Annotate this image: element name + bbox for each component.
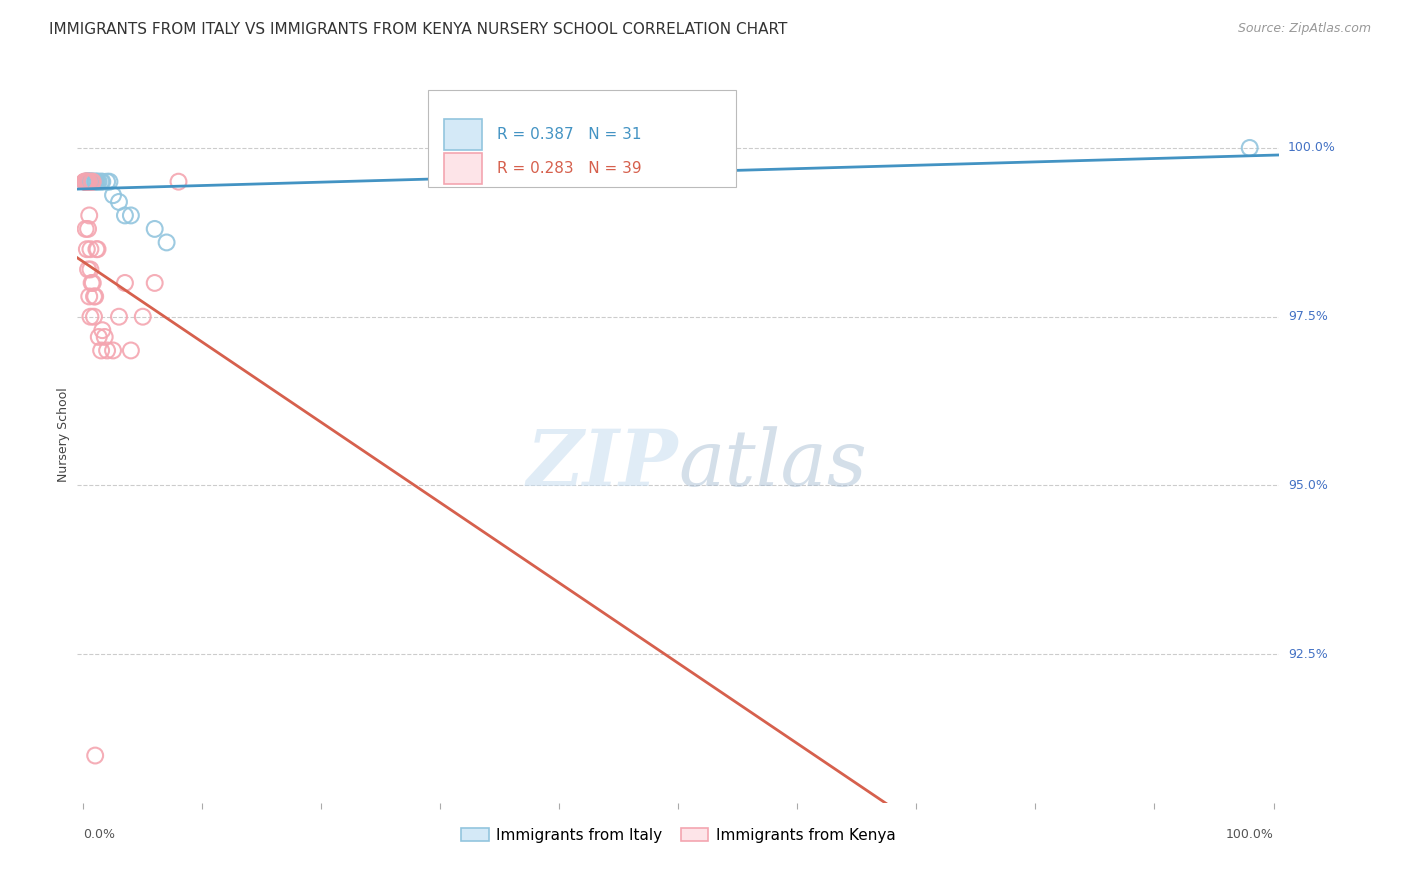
Point: [73, 175, 96, 189]
Point: [76, 175, 98, 189]
Point: [77, 175, 100, 189]
Point: [80, 175, 103, 189]
Point: [77, 175, 100, 189]
Point: [91, 323, 114, 337]
Point: [132, 310, 155, 324]
Point: [80, 276, 103, 290]
Point: [77, 175, 100, 189]
Point: [86, 175, 108, 189]
Text: 97.5%: 97.5%: [1288, 310, 1327, 323]
Point: [87, 330, 110, 344]
Point: [93, 330, 115, 344]
Point: [76, 175, 98, 189]
Point: [83, 310, 105, 324]
Point: [77, 262, 100, 277]
Point: [75, 175, 97, 189]
Point: [76, 242, 98, 256]
Point: [77, 175, 100, 189]
Point: [120, 209, 142, 223]
Point: [84, 175, 107, 189]
Point: [79, 310, 101, 324]
Point: [143, 222, 166, 236]
Text: IMMIGRANTS FROM ITALY VS IMMIGRANTS FROM KENYA NURSERY SCHOOL CORRELATION CHART: IMMIGRANTS FROM ITALY VS IMMIGRANTS FROM…: [49, 22, 787, 37]
Point: [77, 209, 100, 223]
Point: [75, 222, 97, 236]
Point: [98, 175, 121, 189]
Point: [120, 343, 142, 358]
Point: [80, 175, 103, 189]
Point: [96, 175, 118, 189]
Text: 0.0%: 0.0%: [83, 828, 115, 841]
FancyBboxPatch shape: [429, 90, 737, 186]
Point: [86, 242, 108, 256]
Text: Source: ZipAtlas.com: Source: ZipAtlas.com: [1237, 22, 1371, 36]
FancyBboxPatch shape: [444, 153, 482, 184]
Point: [108, 310, 131, 324]
Y-axis label: Nursery School: Nursery School: [58, 387, 70, 483]
Point: [82, 175, 104, 189]
Point: [1239, 141, 1261, 155]
Point: [143, 276, 166, 290]
Point: [101, 188, 124, 202]
Point: [167, 175, 190, 189]
Point: [77, 175, 100, 189]
Point: [79, 175, 101, 189]
Point: [82, 175, 104, 189]
Text: 100.0%: 100.0%: [1226, 828, 1274, 841]
Text: 95.0%: 95.0%: [1288, 479, 1327, 492]
Point: [77, 175, 100, 189]
Point: [77, 222, 100, 236]
Point: [108, 194, 131, 209]
Point: [79, 175, 101, 189]
Point: [80, 175, 103, 189]
Point: [114, 276, 136, 290]
Legend: Immigrants from Italy, Immigrants from Kenya: Immigrants from Italy, Immigrants from K…: [454, 820, 903, 850]
Point: [75, 175, 97, 189]
Text: 100.0%: 100.0%: [1288, 142, 1336, 154]
Text: 92.5%: 92.5%: [1288, 648, 1327, 661]
Point: [155, 235, 177, 250]
Point: [76, 175, 98, 189]
Text: atlas: atlas: [679, 426, 868, 502]
Point: [77, 175, 100, 189]
Point: [114, 209, 136, 223]
Point: [76, 175, 98, 189]
Point: [79, 242, 101, 256]
Point: [82, 175, 104, 189]
Point: [91, 175, 114, 189]
Point: [87, 175, 110, 189]
Text: R = 0.283   N = 39: R = 0.283 N = 39: [496, 161, 641, 176]
Point: [84, 175, 107, 189]
Point: [84, 748, 107, 763]
Point: [84, 289, 107, 303]
Point: [75, 175, 97, 189]
FancyBboxPatch shape: [444, 119, 482, 150]
Point: [77, 289, 100, 303]
Point: [83, 289, 105, 303]
Point: [96, 343, 118, 358]
Text: ZIP: ZIP: [527, 426, 679, 502]
Point: [79, 262, 101, 277]
Point: [86, 175, 108, 189]
Point: [76, 175, 98, 189]
Text: R = 0.387   N = 31: R = 0.387 N = 31: [496, 127, 641, 142]
Point: [90, 343, 112, 358]
Point: [82, 276, 104, 290]
Point: [90, 175, 112, 189]
Point: [73, 175, 96, 189]
Point: [86, 242, 108, 256]
Point: [101, 343, 124, 358]
